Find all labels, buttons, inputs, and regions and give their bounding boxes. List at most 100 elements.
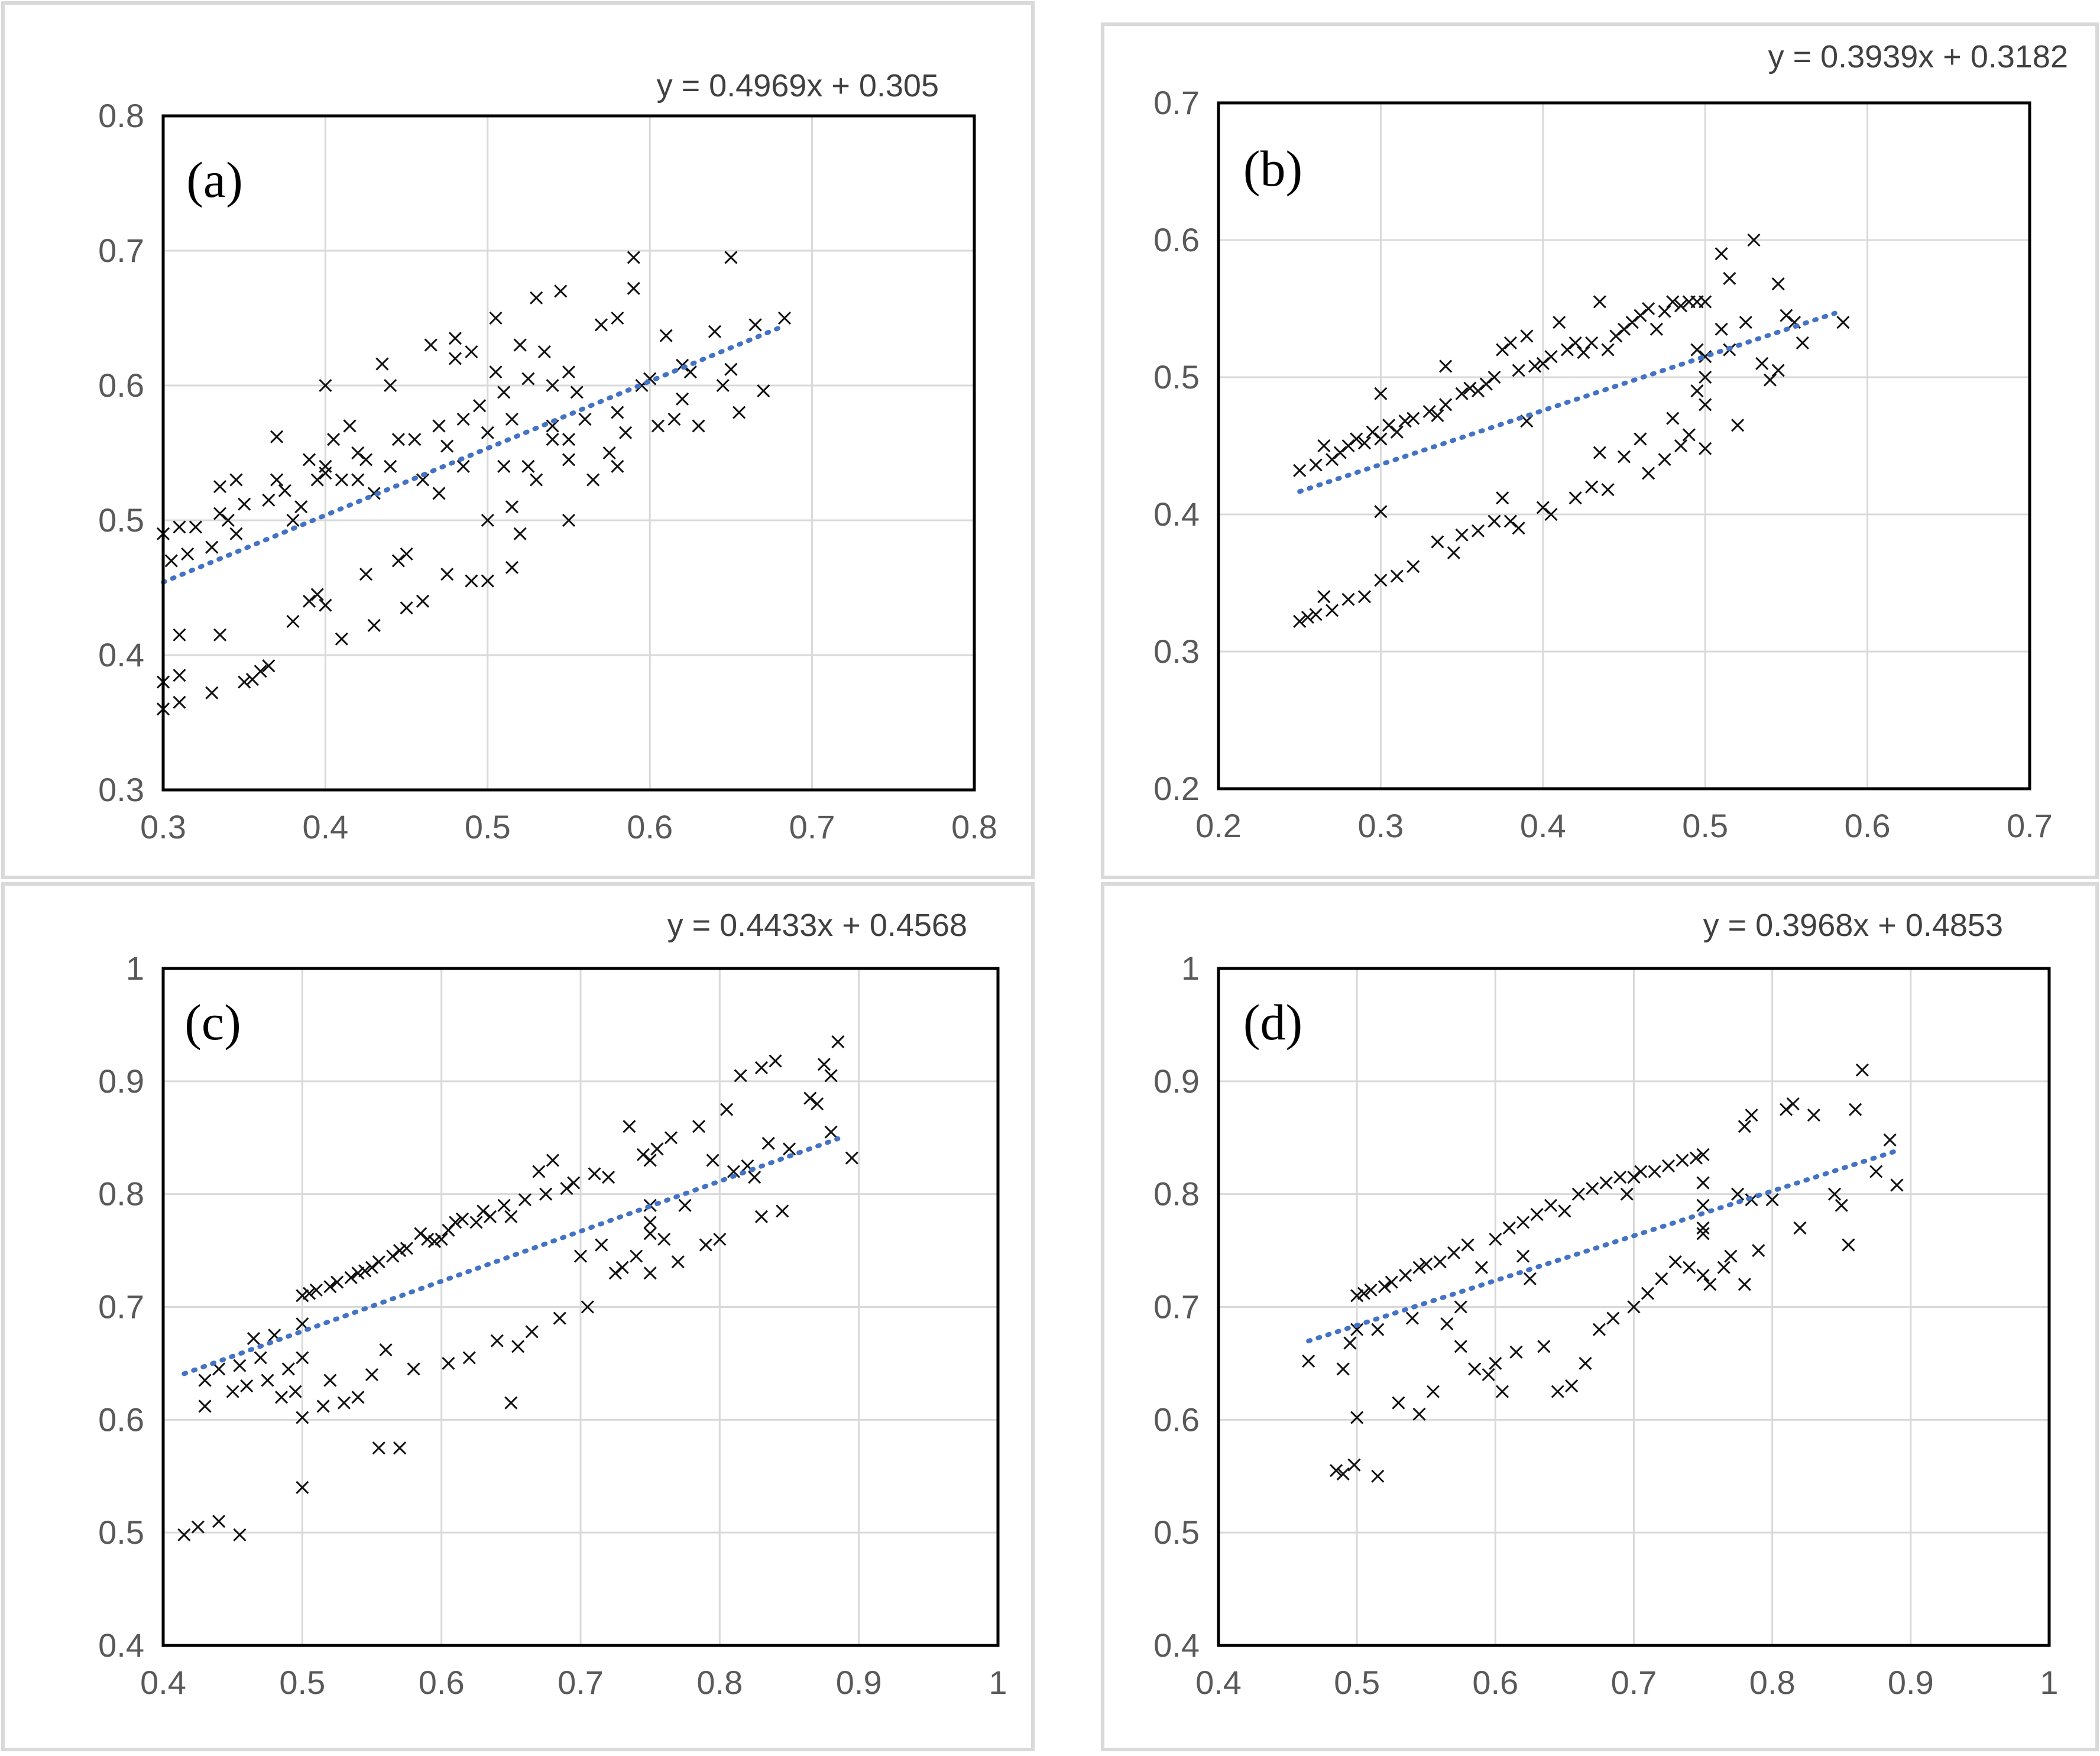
data-point (384, 378, 397, 393)
data-point (824, 1125, 838, 1139)
data-point (1835, 1198, 1848, 1212)
data-point (1620, 1187, 1634, 1201)
data-point (1398, 414, 1412, 428)
data-point (1658, 453, 1671, 466)
data-point (1439, 398, 1453, 412)
x-tick-label: 0.6 (1472, 1664, 1518, 1701)
data-point (1392, 1396, 1405, 1410)
data-point (611, 311, 624, 325)
y-tick-label: 0.3 (98, 771, 144, 808)
data-point (1516, 1216, 1530, 1229)
data-point (1696, 1221, 1710, 1235)
data-point (477, 1204, 490, 1218)
data-point (319, 598, 332, 612)
gridlines (162, 115, 976, 791)
data-point (1454, 1340, 1467, 1353)
data-point (1579, 1356, 1592, 1370)
data-point (560, 1182, 573, 1195)
trendline-equation: y = 0.4433x + 0.4568 (667, 908, 967, 943)
y-tick-label: 0.3 (1153, 633, 1200, 670)
data-point (727, 1165, 740, 1178)
data-point (254, 665, 267, 678)
data-point (754, 1061, 768, 1074)
data-point (567, 1176, 581, 1190)
data-point (671, 1255, 685, 1269)
y-tick-label: 0.4 (1153, 495, 1200, 533)
data-point (335, 632, 348, 646)
data-point (400, 547, 413, 561)
data-point (1696, 1176, 1710, 1190)
x-tick-label: 0.3 (1357, 807, 1404, 844)
data-point (343, 419, 357, 433)
data-point (435, 1232, 448, 1246)
data-point (570, 385, 584, 399)
data-point (1350, 1323, 1364, 1336)
data-point (391, 554, 405, 568)
panel-label: (a) (186, 151, 242, 208)
data-point (181, 547, 195, 561)
data-point (226, 1385, 239, 1398)
data-point (1489, 1232, 1502, 1246)
data-point (1682, 428, 1696, 442)
data-point (692, 1120, 706, 1133)
data-point (1739, 316, 1752, 329)
data-point (456, 459, 470, 473)
data-point (213, 507, 227, 520)
data-point (310, 473, 324, 487)
data-point (440, 439, 454, 453)
data-point (274, 1391, 289, 1404)
data-point (505, 500, 519, 514)
data-point (1530, 1207, 1544, 1222)
data-point (1786, 1097, 1800, 1111)
data-point (608, 1266, 622, 1280)
data-point (532, 1165, 546, 1178)
data-point (281, 1362, 295, 1376)
data-point (323, 1280, 337, 1294)
data-point (1350, 432, 1363, 446)
data-point (238, 497, 251, 511)
trendline (1297, 310, 1838, 494)
data-point (375, 357, 389, 371)
y-tick-label: 0.5 (98, 1514, 144, 1551)
x-tick-label: 0.4 (1195, 1664, 1242, 1701)
scatter-plot: 0.4 0.5 0.6 0.7 0.8 0.9 1 0.4 0.5 0.6 0.7 0.8 0.9 1 y … (98, 908, 1007, 1701)
data-point (351, 446, 365, 460)
data-point (1551, 1385, 1564, 1398)
data-point (393, 1244, 407, 1258)
chart-panel-c: 0.4 0.5 0.6 0.7 0.8 0.9 1 0.4 0.5 0.6 0.7 0.8 0.9 1 y … (1, 882, 1035, 1751)
x-tick-label: 0.8 (696, 1664, 743, 1701)
data-point (657, 1232, 671, 1246)
x-tick-label: 0.4 (302, 808, 348, 845)
data-point (1350, 1411, 1364, 1424)
data-point (1455, 387, 1469, 400)
y-tick-label: 0.6 (98, 367, 144, 404)
data-point (213, 480, 227, 494)
data-point (1723, 271, 1736, 286)
data-point (734, 1069, 747, 1083)
data-point (424, 338, 438, 352)
data-point (1765, 1193, 1779, 1207)
data-point (1544, 350, 1558, 364)
data-point (1666, 412, 1680, 425)
data-point (205, 686, 219, 699)
data-point (319, 378, 332, 393)
data-point (240, 1379, 254, 1393)
data-point (1658, 304, 1671, 318)
data-point (1293, 464, 1307, 477)
y-tick-label: 0.5 (1153, 358, 1200, 396)
scatter-plot: 0.3 0.4 0.5 0.6 0.7 0.8 0.3 0.4 0.5 0.6 0.7 0.8 y = … (98, 68, 997, 845)
data-point (1455, 528, 1469, 542)
data-point (539, 1187, 553, 1201)
data-point (372, 1441, 385, 1455)
data-point (1412, 1407, 1426, 1421)
data-point (615, 1261, 629, 1274)
data-point (286, 614, 300, 628)
data-point (262, 493, 276, 507)
data-point (1793, 1221, 1807, 1235)
data-point (1488, 514, 1501, 528)
data-point (1371, 1469, 1385, 1483)
data-point (602, 446, 616, 460)
data-point (667, 412, 681, 426)
data-point (1474, 1261, 1488, 1274)
data-point (1447, 546, 1460, 560)
